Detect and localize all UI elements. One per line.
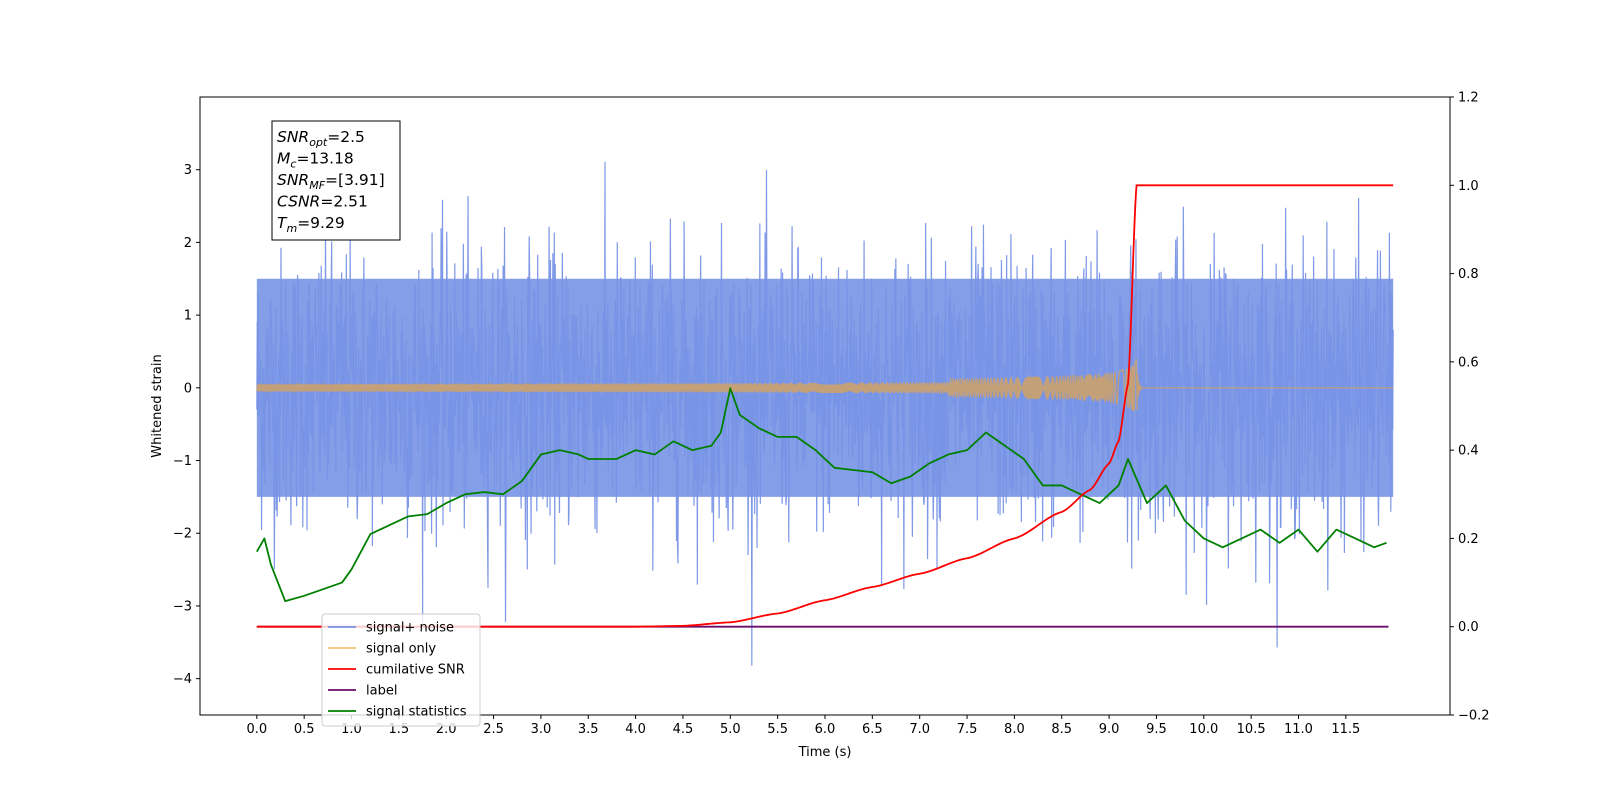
legend: signal+ noise signal only cumilative SNR la…	[321, 613, 481, 727]
x-tick-label: 7.5	[957, 722, 978, 737]
x-tick-label: 3.5	[578, 722, 599, 737]
y-tick-label: 3	[184, 163, 192, 178]
y-tick-label: −3	[173, 599, 192, 614]
legend-frame	[321, 613, 481, 727]
x-tick-label: 9.5	[1146, 722, 1167, 737]
signal-statistics-layer	[256, 387, 1387, 603]
y2-tick-label: 0.0	[1458, 620, 1479, 635]
y-axis-label: Whitened strain	[150, 354, 165, 457]
y-tick-label: −2	[173, 527, 192, 542]
x-tick-label: 4.0	[625, 722, 646, 737]
y2-tick-label: 0.6	[1458, 355, 1479, 370]
y-tick-label: −1	[173, 454, 192, 469]
y2-tick-label: −0.2	[1458, 709, 1490, 724]
x-tick-label: 0.0	[246, 722, 267, 737]
legend-label: signal+ noise	[366, 621, 454, 636]
legend-label: signal only	[366, 642, 436, 657]
annotation-line: SNRopt=2.5	[277, 128, 365, 149]
x-tick-label: 3.0	[531, 722, 552, 737]
y-tick-label: 1	[184, 309, 192, 324]
annotation-line: CSNR=2.51	[277, 193, 368, 211]
annotation-line: SNRMF=[3.91]	[277, 171, 385, 192]
cumulative-snr-layer	[256, 184, 1394, 628]
legend-label: cumilative SNR	[366, 663, 465, 678]
annotation-line: Tm=9.29	[277, 214, 345, 235]
y-axis-ticks: 3 2 1 0 −1 −2 −3 −4	[173, 163, 200, 687]
y2-tick-label: 0.2	[1458, 532, 1479, 547]
x-tick-label: 6.0	[815, 722, 836, 737]
legend-label: signal statistics	[366, 705, 467, 720]
x-tick-label: 8.5	[1051, 722, 1072, 737]
x-tick-label: 6.5	[862, 722, 883, 737]
y-tick-label: −4	[173, 672, 192, 687]
y2-tick-label: 1.0	[1458, 179, 1479, 194]
y-tick-label: 0	[184, 381, 192, 396]
x-tick-label: 8.0	[1004, 722, 1025, 737]
x-tick-label: 0.5	[294, 722, 315, 737]
y2-tick-label: 1.2	[1458, 91, 1479, 106]
legend-label: label	[366, 684, 397, 699]
signal-only-layer	[256, 359, 1394, 412]
x-tick-label: 7.0	[909, 722, 930, 737]
x-tick-label: 11.0	[1284, 722, 1313, 737]
x-tick-label: 9.0	[1099, 722, 1120, 737]
y2-tick-label: 0.8	[1458, 267, 1479, 282]
annotation-line: Mc=13.18	[277, 150, 354, 171]
x-tick-label: 11.5	[1331, 722, 1360, 737]
y2-tick-label: 0.4	[1458, 444, 1479, 459]
y2-axis-ticks: 1.2 1.0 0.8 0.6 0.4 0.2 0.0 −0.2	[1450, 91, 1490, 724]
annotation-frame	[271, 120, 401, 241]
x-axis-label: Time (s)	[798, 745, 852, 760]
cumulative-snr-line	[256, 184, 1394, 628]
x-tick-label: 10.5	[1237, 722, 1266, 737]
x-tick-label: 5.0	[720, 722, 741, 737]
y-tick-label: 2	[184, 236, 192, 251]
signal-statistics-line	[256, 387, 1387, 603]
x-tick-label: 2.5	[483, 722, 504, 737]
x-tick-label: 5.5	[767, 722, 788, 737]
signal-only-line	[256, 359, 1394, 412]
x-tick-label: 4.5	[673, 722, 694, 737]
x-tick-label: 10.0	[1189, 722, 1218, 737]
